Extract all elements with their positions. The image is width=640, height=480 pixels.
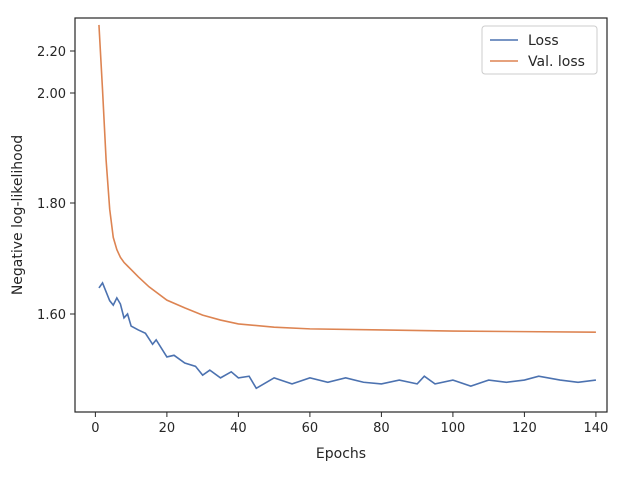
y-tick-label: 2.20	[37, 45, 66, 60]
x-tick-label: 140	[584, 421, 609, 436]
x-tick-label: 100	[440, 421, 465, 436]
line-series	[98, 281, 597, 390]
y-tick-label: 2.00	[37, 87, 66, 102]
x-tick-label: 20	[159, 421, 176, 436]
plot-frame	[74, 17, 608, 413]
line-series	[98, 24, 596, 333]
x-axis-label: Epochs	[316, 446, 366, 462]
x-tick-label: 80	[373, 421, 390, 436]
x-tick-label: 40	[230, 421, 247, 436]
legend-label: Val. loss	[528, 54, 585, 70]
x-tick-label: 0	[91, 421, 99, 436]
x-tick-label: 60	[302, 421, 319, 436]
legend-box	[481, 25, 598, 75]
y-tick-label: 1.60	[37, 308, 66, 323]
y-tick-label: 1.80	[37, 197, 66, 212]
x-tick-label: 120	[512, 421, 537, 436]
legend-label: Loss	[528, 33, 559, 49]
y-axis-label: Negative log-likelihood	[10, 135, 26, 295]
